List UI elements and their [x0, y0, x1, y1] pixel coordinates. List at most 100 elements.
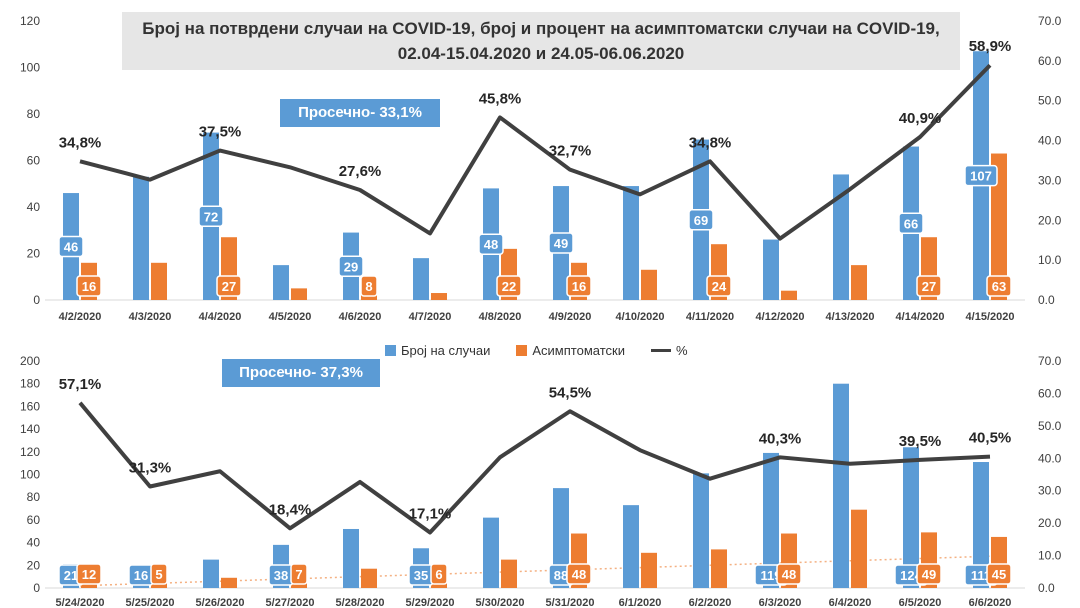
top-label-cases: 46: [64, 240, 78, 255]
top-label-percent: 37,5%: [199, 124, 242, 141]
top-label-cases: 66: [904, 216, 918, 231]
bottom-label-asymptomatic: 5: [155, 567, 162, 582]
bottom-bar-cases: [203, 559, 219, 588]
chart-legend: Број на случаи Асимптоматски %: [385, 343, 706, 358]
top-label-asymptomatic: 27: [922, 279, 936, 294]
top-label-asymptomatic: 27: [222, 279, 236, 294]
bottom-category-label: 6/5/2020: [899, 597, 942, 608]
bottom-label-cases: 38: [274, 568, 288, 583]
bottom-label-percent: 39,5%: [899, 433, 942, 450]
top-right-axis-tick: 0.0: [1038, 293, 1055, 307]
top-label-percent: 34,8%: [689, 134, 732, 151]
bottom-category-label: 5/25/2020: [126, 597, 175, 608]
top-label-bg-asymptomatic: [360, 275, 378, 297]
bottom-label-cases: 111: [971, 568, 991, 583]
bottom-left-axis-tick: 140: [20, 422, 40, 436]
top-label-bg-asymptomatic: [706, 275, 732, 297]
bottom-label-cases: 35: [414, 568, 428, 583]
bottom-label-bg-asymptomatic: [150, 563, 168, 585]
bottom-label-bg-asymptomatic: [776, 563, 802, 585]
bottom-label-asymptomatic: 12: [82, 567, 96, 582]
bottom-label-percent: 40,5%: [969, 430, 1012, 447]
bottom-category-label: 6/3/2020: [759, 597, 802, 608]
bottom-bar-cases: [973, 462, 989, 588]
top-label-bg-asymptomatic: [916, 275, 942, 297]
bottom-left-axis-tick: 180: [20, 377, 40, 391]
top-label-asymptomatic: 16: [82, 279, 96, 294]
top-left-axis-tick: 40: [27, 200, 41, 214]
top-category-label: 4/15/2020: [966, 311, 1015, 323]
top-bar-cases: [623, 186, 639, 300]
bottom-label-bg-asymptomatic: [76, 563, 102, 585]
top-label-bg-cases: [688, 209, 714, 231]
top-category-label: 4/3/2020: [129, 311, 172, 323]
legend-item-asymptomatic: Асимптоматски: [516, 343, 625, 358]
top-label-cases: 107: [970, 169, 992, 184]
top-label-asymptomatic: 22: [502, 279, 516, 294]
bottom-bar-asymptomatic: [361, 568, 377, 588]
top-category-label: 4/11/2020: [686, 311, 734, 323]
top-category-label: 4/10/2020: [616, 311, 665, 323]
top-left-axis-tick: 60: [27, 154, 41, 168]
bottom-right-axis-tick: 50.0: [1038, 419, 1062, 433]
bottom-category-label: 6/1/2020: [619, 597, 662, 608]
bottom-left-axis-tick: 80: [27, 490, 41, 504]
bottom-category-label: 6/2/2020: [689, 597, 732, 608]
bottom-percent-line: [78, 401, 991, 535]
top-label-asymptomatic: 63: [992, 279, 1006, 294]
bottom-bar-asymptomatic: [501, 559, 517, 588]
bottom-right-axis-tick: 10.0: [1038, 549, 1062, 563]
chart-title: Број на потврдени случаи на COVID-19, бр…: [122, 12, 960, 70]
legend-line-percent: [650, 349, 671, 352]
bottom-left-axis-tick: 60: [27, 513, 41, 527]
top-category-label: 4/14/2020: [896, 311, 945, 323]
bottom-label-asymptomatic: 6: [435, 567, 442, 582]
bottom-bar-asymptomatic: [221, 577, 237, 588]
bottom-label-cases: 16: [134, 568, 148, 583]
top-right-axis-tick: 70.0: [1038, 14, 1062, 28]
bottom-category-label: 5/29/2020: [406, 597, 455, 608]
top-category-label: 4/5/2020: [269, 311, 312, 323]
legend-label-cases: Број на случаи: [401, 343, 491, 358]
bottom-right-axis-tick: 60.0: [1038, 386, 1062, 400]
bottom-label-asymptomatic: 7: [295, 567, 302, 582]
top-label-bg-asymptomatic: [496, 275, 522, 297]
bottom-category-label: 5/27/2020: [266, 597, 315, 608]
top-bar-cases: [133, 176, 149, 300]
bottom-bar-cases: [623, 505, 639, 588]
bottom-left-axis-tick: 160: [20, 399, 40, 413]
top-left-axis-tick: 0: [33, 293, 40, 307]
top-label-bg-cases: [898, 212, 924, 235]
top-bar-asymptomatic: [991, 153, 1007, 300]
legend-swatch-asymptomatic: [516, 345, 528, 356]
top-category-label: 4/4/2020: [199, 311, 242, 323]
bottom-category-label: 6/4/2020: [829, 597, 872, 608]
bottom-label-percent: 54,5%: [549, 384, 592, 401]
bottom-label-asymptomatic: 49: [922, 567, 936, 582]
bottom-category-label: 5/24/2020: [56, 597, 105, 608]
top-label-asymptomatic: 8: [365, 279, 372, 294]
bottom-bar-cases: [483, 517, 499, 588]
bottom-left-axis-tick: 200: [20, 354, 40, 368]
bottom-bar-cases: [693, 473, 709, 588]
bottom-bar-cases: [763, 452, 779, 588]
top-right-axis-tick: 30.0: [1038, 173, 1062, 187]
bottom-right-axis-tick: 40.0: [1038, 451, 1062, 465]
top-label-asymptomatic: 24: [712, 279, 727, 294]
bottom-label-cases: 21: [64, 568, 78, 583]
legend-item-cases: Број на случаи: [385, 343, 490, 358]
top-bar-cases: [833, 174, 849, 300]
top-label-percent: 40,9%: [899, 110, 942, 127]
top-bar-asymptomatic: [641, 269, 657, 300]
top-category-label: 4/7/2020: [409, 311, 452, 323]
average-label-top: Просечно- 33,1%: [280, 99, 440, 127]
bottom-label-bg-asymptomatic: [566, 563, 592, 585]
top-right-axis-tick: 50.0: [1038, 94, 1062, 108]
top-label-bg-cases: [338, 255, 364, 278]
bottom-left-axis-tick: 0: [33, 581, 40, 595]
top-label-cases: 69: [694, 213, 708, 228]
bottom-bar-cases: [343, 528, 359, 588]
top-category-label: 4/2/2020: [59, 311, 102, 323]
top-label-bg-cases: [58, 235, 84, 258]
